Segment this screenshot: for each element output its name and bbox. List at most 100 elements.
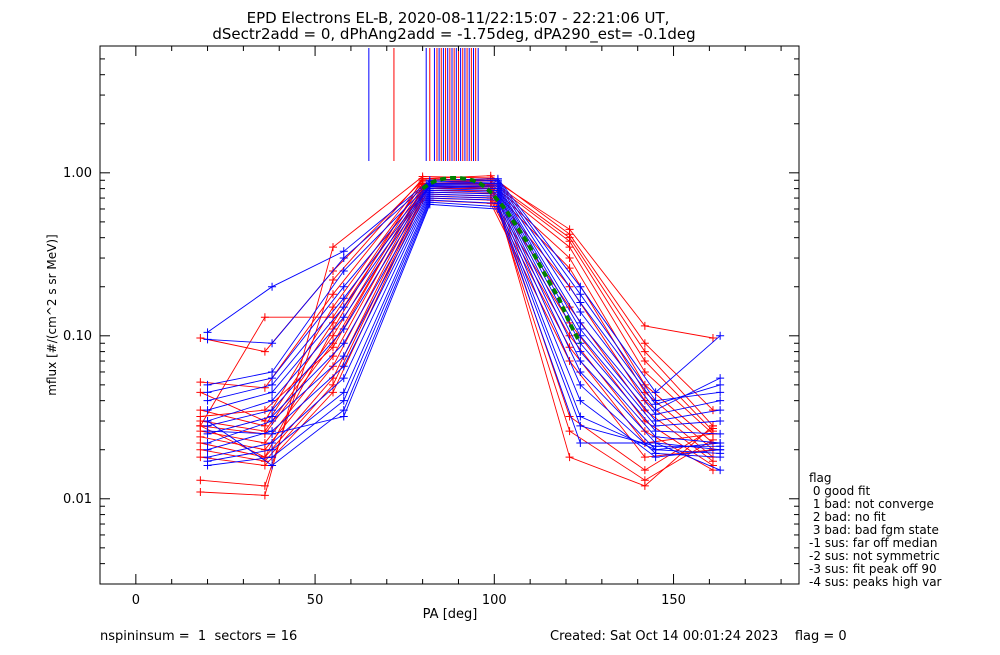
data-point-marker bbox=[708, 406, 717, 415]
data-point-marker bbox=[329, 325, 337, 334]
data-point-marker bbox=[268, 388, 277, 397]
series-line bbox=[207, 203, 721, 471]
data-point-marker bbox=[260, 453, 269, 462]
data-point-marker bbox=[260, 445, 269, 454]
series-line bbox=[207, 193, 721, 454]
legend-item: 1 bad: not converge bbox=[809, 497, 934, 511]
data-point-marker bbox=[260, 481, 269, 490]
data-point-marker bbox=[339, 352, 348, 361]
data-point-marker bbox=[425, 200, 434, 209]
chart-title-line2: dSectr2add = 0, dPhAng2add = -1.75deg, d… bbox=[212, 25, 695, 44]
data-point-marker bbox=[268, 429, 277, 438]
series-line bbox=[207, 197, 721, 462]
data-point-marker bbox=[708, 333, 717, 342]
data-point-marker bbox=[576, 367, 585, 376]
data-point-marker bbox=[339, 247, 348, 256]
data-point-marker bbox=[716, 374, 725, 383]
data-point-marker bbox=[640, 347, 649, 356]
data-point-marker bbox=[339, 396, 348, 405]
data-point-marker bbox=[716, 380, 725, 389]
footer-left: nspininsum = 1 sectors = 16 bbox=[100, 629, 297, 644]
legend-item: -2 sus: not symmetric bbox=[809, 549, 940, 563]
data-point-marker bbox=[651, 438, 660, 447]
legend-item: -3 sus: fit peak off 90 bbox=[809, 562, 937, 576]
x-tick-label: 0 bbox=[132, 593, 140, 608]
data-point-marker bbox=[640, 481, 649, 490]
data-point-marker bbox=[196, 453, 205, 462]
data-point-marker bbox=[196, 438, 205, 447]
data-point-marker bbox=[329, 303, 337, 312]
series-line bbox=[200, 175, 714, 487]
series-line bbox=[207, 185, 721, 422]
data-point-marker bbox=[260, 491, 269, 500]
data-point-marker bbox=[640, 321, 649, 330]
data-point-marker bbox=[576, 290, 585, 299]
data-point-marker bbox=[329, 275, 337, 284]
data-point-marker bbox=[203, 461, 212, 470]
data-point-marker bbox=[203, 406, 212, 415]
data-point-marker bbox=[196, 476, 205, 485]
data-point-marker bbox=[196, 488, 205, 497]
data-point-marker bbox=[339, 313, 348, 322]
legend-item: 0 good fit bbox=[809, 484, 871, 498]
data-point-marker bbox=[565, 264, 574, 273]
data-point-marker bbox=[260, 438, 269, 447]
data-point-marker bbox=[268, 461, 277, 470]
y-axis-ticks: 0.01 0.10 1.00 bbox=[63, 45, 799, 585]
flag-legend: flag 0 good fit 1 bad: not converge 2 ba… bbox=[809, 471, 942, 589]
data-point-marker bbox=[268, 396, 277, 405]
x-axis-label: PA [deg] bbox=[423, 607, 478, 622]
data-point-marker bbox=[203, 380, 212, 389]
y-axis-label: mflux [#/(cm^2 s sr MeV)] bbox=[45, 234, 59, 395]
data-point-marker bbox=[339, 362, 348, 371]
data-point-marker bbox=[329, 243, 337, 252]
x-tick-label: 50 bbox=[307, 593, 324, 608]
data-point-marker bbox=[651, 453, 660, 462]
data-point-marker bbox=[203, 427, 212, 436]
data-point-marker bbox=[329, 343, 337, 352]
data-point-marker bbox=[268, 453, 277, 462]
data-point-marker bbox=[576, 298, 585, 307]
data-point-marker bbox=[651, 410, 660, 419]
legend-item: 2 bad: no fit bbox=[809, 510, 886, 524]
data-point-marker bbox=[196, 378, 205, 387]
data-point-marker bbox=[339, 412, 348, 421]
peak-marker-lines bbox=[368, 48, 479, 161]
data-point-marker bbox=[203, 335, 212, 344]
data-point-marker bbox=[576, 347, 585, 356]
data-point-marker bbox=[576, 325, 585, 334]
data-point-marker bbox=[716, 406, 725, 415]
data-point-marker bbox=[576, 412, 585, 421]
data-point-marker bbox=[268, 282, 277, 291]
data-point-marker bbox=[203, 388, 212, 397]
data-point-marker bbox=[576, 396, 585, 405]
data-point-marker bbox=[565, 243, 574, 252]
data-point-marker bbox=[196, 445, 205, 454]
data-point-marker bbox=[576, 438, 585, 447]
data-point-marker bbox=[716, 396, 725, 405]
y-tick-label: 0.10 bbox=[63, 329, 92, 344]
series-line bbox=[207, 184, 721, 415]
data-point-marker bbox=[640, 367, 649, 376]
data-point-marker bbox=[576, 380, 585, 389]
x-axis-ticks: 0 50 100 150 bbox=[132, 46, 782, 608]
data-point-marker bbox=[260, 347, 269, 356]
plot-frame bbox=[99, 45, 800, 585]
series-line bbox=[207, 191, 721, 451]
legend-item: 3 bad: bad fgm state bbox=[809, 523, 939, 537]
data-point-marker bbox=[196, 412, 205, 421]
series-line bbox=[207, 188, 721, 435]
data-point-marker bbox=[196, 421, 205, 430]
series-line bbox=[207, 181, 721, 405]
data-point-marker bbox=[576, 307, 585, 316]
data-point-marker bbox=[260, 461, 269, 470]
data-point-marker bbox=[640, 357, 649, 366]
series-line bbox=[207, 179, 721, 402]
data-point-marker bbox=[339, 388, 348, 397]
data-point-marker bbox=[203, 445, 212, 454]
data-point-marker bbox=[716, 429, 725, 438]
footer-right: Created: Sat Oct 14 00:01:24 2023 flag =… bbox=[550, 629, 847, 644]
series-line bbox=[207, 186, 721, 427]
